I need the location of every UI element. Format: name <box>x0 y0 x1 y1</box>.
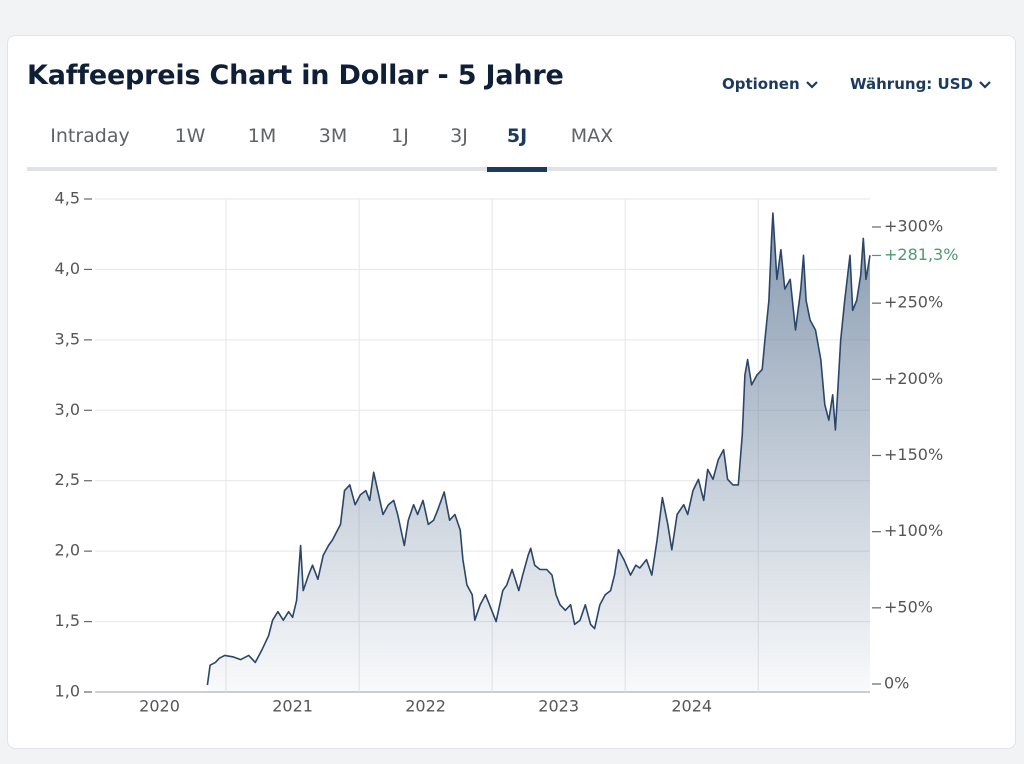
y2-tick-label: +250% <box>884 293 943 312</box>
y-tick-label: 1,5 <box>55 611 80 630</box>
y-tick-label: 2,5 <box>55 470 80 489</box>
y-tick-label: 2,0 <box>55 541 80 560</box>
options-dropdown[interactable]: Optionen <box>722 75 818 93</box>
tab[interactable]: MAX <box>570 125 614 147</box>
chevron <box>805 80 818 89</box>
y-tick-label: 4,5 <box>55 189 80 208</box>
chevron <box>979 80 991 89</box>
tab[interactable]: 3J <box>450 125 468 147</box>
y-tick-label: 4,0 <box>55 259 80 278</box>
y2-tick-label: 0% <box>884 674 909 693</box>
currency-label: Währung: USD <box>850 75 973 93</box>
tab[interactable]: 1W <box>174 125 206 147</box>
y2-tick-label: +50% <box>884 597 933 616</box>
y-tick-label: 1,0 <box>55 682 80 701</box>
y2-tick-label: +100% <box>884 521 943 540</box>
tab[interactable]: 1M <box>247 125 277 147</box>
active-tab-indicator <box>487 167 547 172</box>
price-line <box>206 212 871 686</box>
options-label: Optionen <box>722 75 800 93</box>
x-tick-label: 2022 <box>405 697 446 716</box>
tab[interactable]: 3M <box>318 125 348 147</box>
y2-tick-label: +300% <box>884 216 943 235</box>
last-value-label: +281,3% <box>884 245 958 264</box>
y2-tick-label: +150% <box>884 445 943 464</box>
x-tick-label: 2020 <box>139 697 180 716</box>
currency-dropdown[interactable]: Währung: USD <box>850 75 991 93</box>
title: Kaffeepreis Chart in Dollar - 5 Jahre <box>27 60 564 91</box>
y-tick-label: 3,5 <box>55 329 80 348</box>
x-tick-label: 2024 <box>671 697 712 716</box>
y-tick-label: 3,0 <box>55 400 80 419</box>
x-tick-label: 2023 <box>538 697 579 716</box>
tab[interactable]: 5J <box>506 125 528 147</box>
x-tick-label: 2021 <box>272 697 313 716</box>
tab[interactable]: Intraday <box>50 125 130 147</box>
area <box>207 213 870 692</box>
y2-tick-label: +200% <box>884 369 943 388</box>
tab[interactable]: 1J <box>391 125 409 147</box>
